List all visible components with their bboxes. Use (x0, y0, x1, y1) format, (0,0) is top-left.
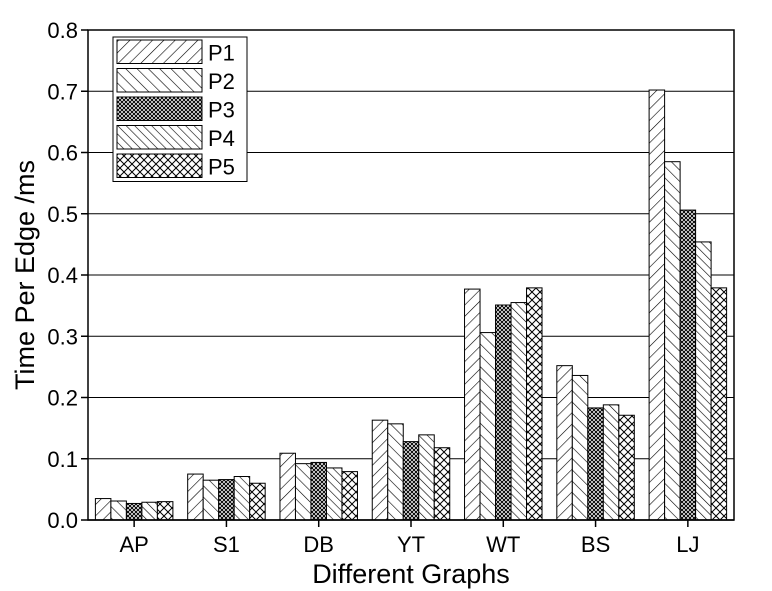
bar-p1-s1 (187, 473, 204, 521)
bar-p1-bs (556, 365, 573, 521)
bars (94, 89, 728, 521)
y-tick-label: 0.1 (47, 447, 78, 472)
bar-p1-ap (94, 498, 112, 521)
y-tick-label: 0.4 (47, 263, 78, 288)
bar-p5-ap (156, 501, 174, 521)
legend-swatch-p2 (116, 68, 203, 93)
legend-label-p2: P2 (208, 69, 235, 94)
bar-p5-lj (710, 287, 728, 521)
legend-swatch-p1 (116, 39, 203, 64)
y-axis-title: Time Per Edge /ms (10, 160, 40, 390)
bar-p2-ap (110, 500, 127, 521)
y-tick-label: 0.2 (47, 386, 78, 411)
y-axis-ticks: 0.0 0.1 0.2 0.3 0.4 0.5 0.6 0.7 0.8 (47, 18, 88, 533)
bar-p5-bs (618, 414, 635, 521)
x-tick-label: YT (397, 532, 425, 557)
bar-p3-db (310, 461, 327, 521)
legend-label-p4: P4 (208, 126, 235, 151)
bar-p5-wt (526, 287, 543, 521)
x-tick-label: BS (581, 532, 610, 557)
legend: P1 P2 P3 P4 P5 (112, 36, 248, 182)
bar-p4-bs (602, 404, 620, 521)
bar-p4-ap (141, 501, 158, 521)
bar-p2-lj (664, 161, 681, 521)
bar-p1-db (279, 452, 296, 521)
x-tick-label: LJ (676, 532, 699, 557)
bar-p4-wt (510, 302, 528, 521)
bar-p5-yt (433, 447, 451, 521)
legend-label-p1: P1 (208, 41, 235, 66)
legend-label-p5: P5 (208, 155, 235, 180)
bar-p5-s1 (249, 482, 266, 521)
y-tick-label: 0.5 (47, 202, 78, 227)
bar-p2-yt (387, 423, 404, 521)
legend-swatch-p5 (116, 153, 203, 178)
bar-p4-s1 (233, 476, 251, 521)
legend-label-p3: P3 (208, 98, 235, 123)
y-tick-label: 0.7 (47, 79, 78, 104)
x-tick-label: DB (303, 532, 334, 557)
bar-p1-wt (464, 288, 481, 521)
bar-p3-s1 (218, 479, 235, 521)
bar-p2-db (294, 463, 312, 521)
legend-swatch-p3 (116, 96, 203, 121)
bar-p4-yt (418, 434, 435, 521)
bar-p1-yt (371, 419, 389, 521)
y-tick-label: 0.0 (47, 508, 78, 533)
legend-swatch-p4 (116, 125, 203, 150)
bar-p2-s1 (202, 479, 220, 521)
bar-p1-lj (648, 89, 666, 521)
x-tick-label: WT (486, 532, 520, 557)
y-tick-label: 0.3 (47, 324, 78, 349)
x-tick-label: S1 (213, 532, 240, 557)
bar-p2-bs (571, 374, 589, 521)
bar-p3-yt (402, 441, 420, 521)
bar-p4-lj (695, 241, 712, 521)
bar-p3-wt (495, 304, 512, 521)
bar-p3-bs (587, 407, 604, 521)
bar-p2-wt (479, 332, 497, 521)
x-axis-ticks: AP S1 DB YT WT BS LJ (88, 519, 734, 557)
x-tick-label: AP (119, 532, 148, 557)
bar-p5-db (341, 471, 358, 521)
y-tick-label: 0.8 (47, 18, 78, 43)
bar-p3-lj (679, 209, 697, 521)
bar-p4-db (325, 467, 343, 521)
y-tick-label: 0.6 (47, 141, 78, 166)
bar-p3-ap (125, 502, 143, 521)
x-axis-title: Different Graphs (312, 559, 510, 589)
